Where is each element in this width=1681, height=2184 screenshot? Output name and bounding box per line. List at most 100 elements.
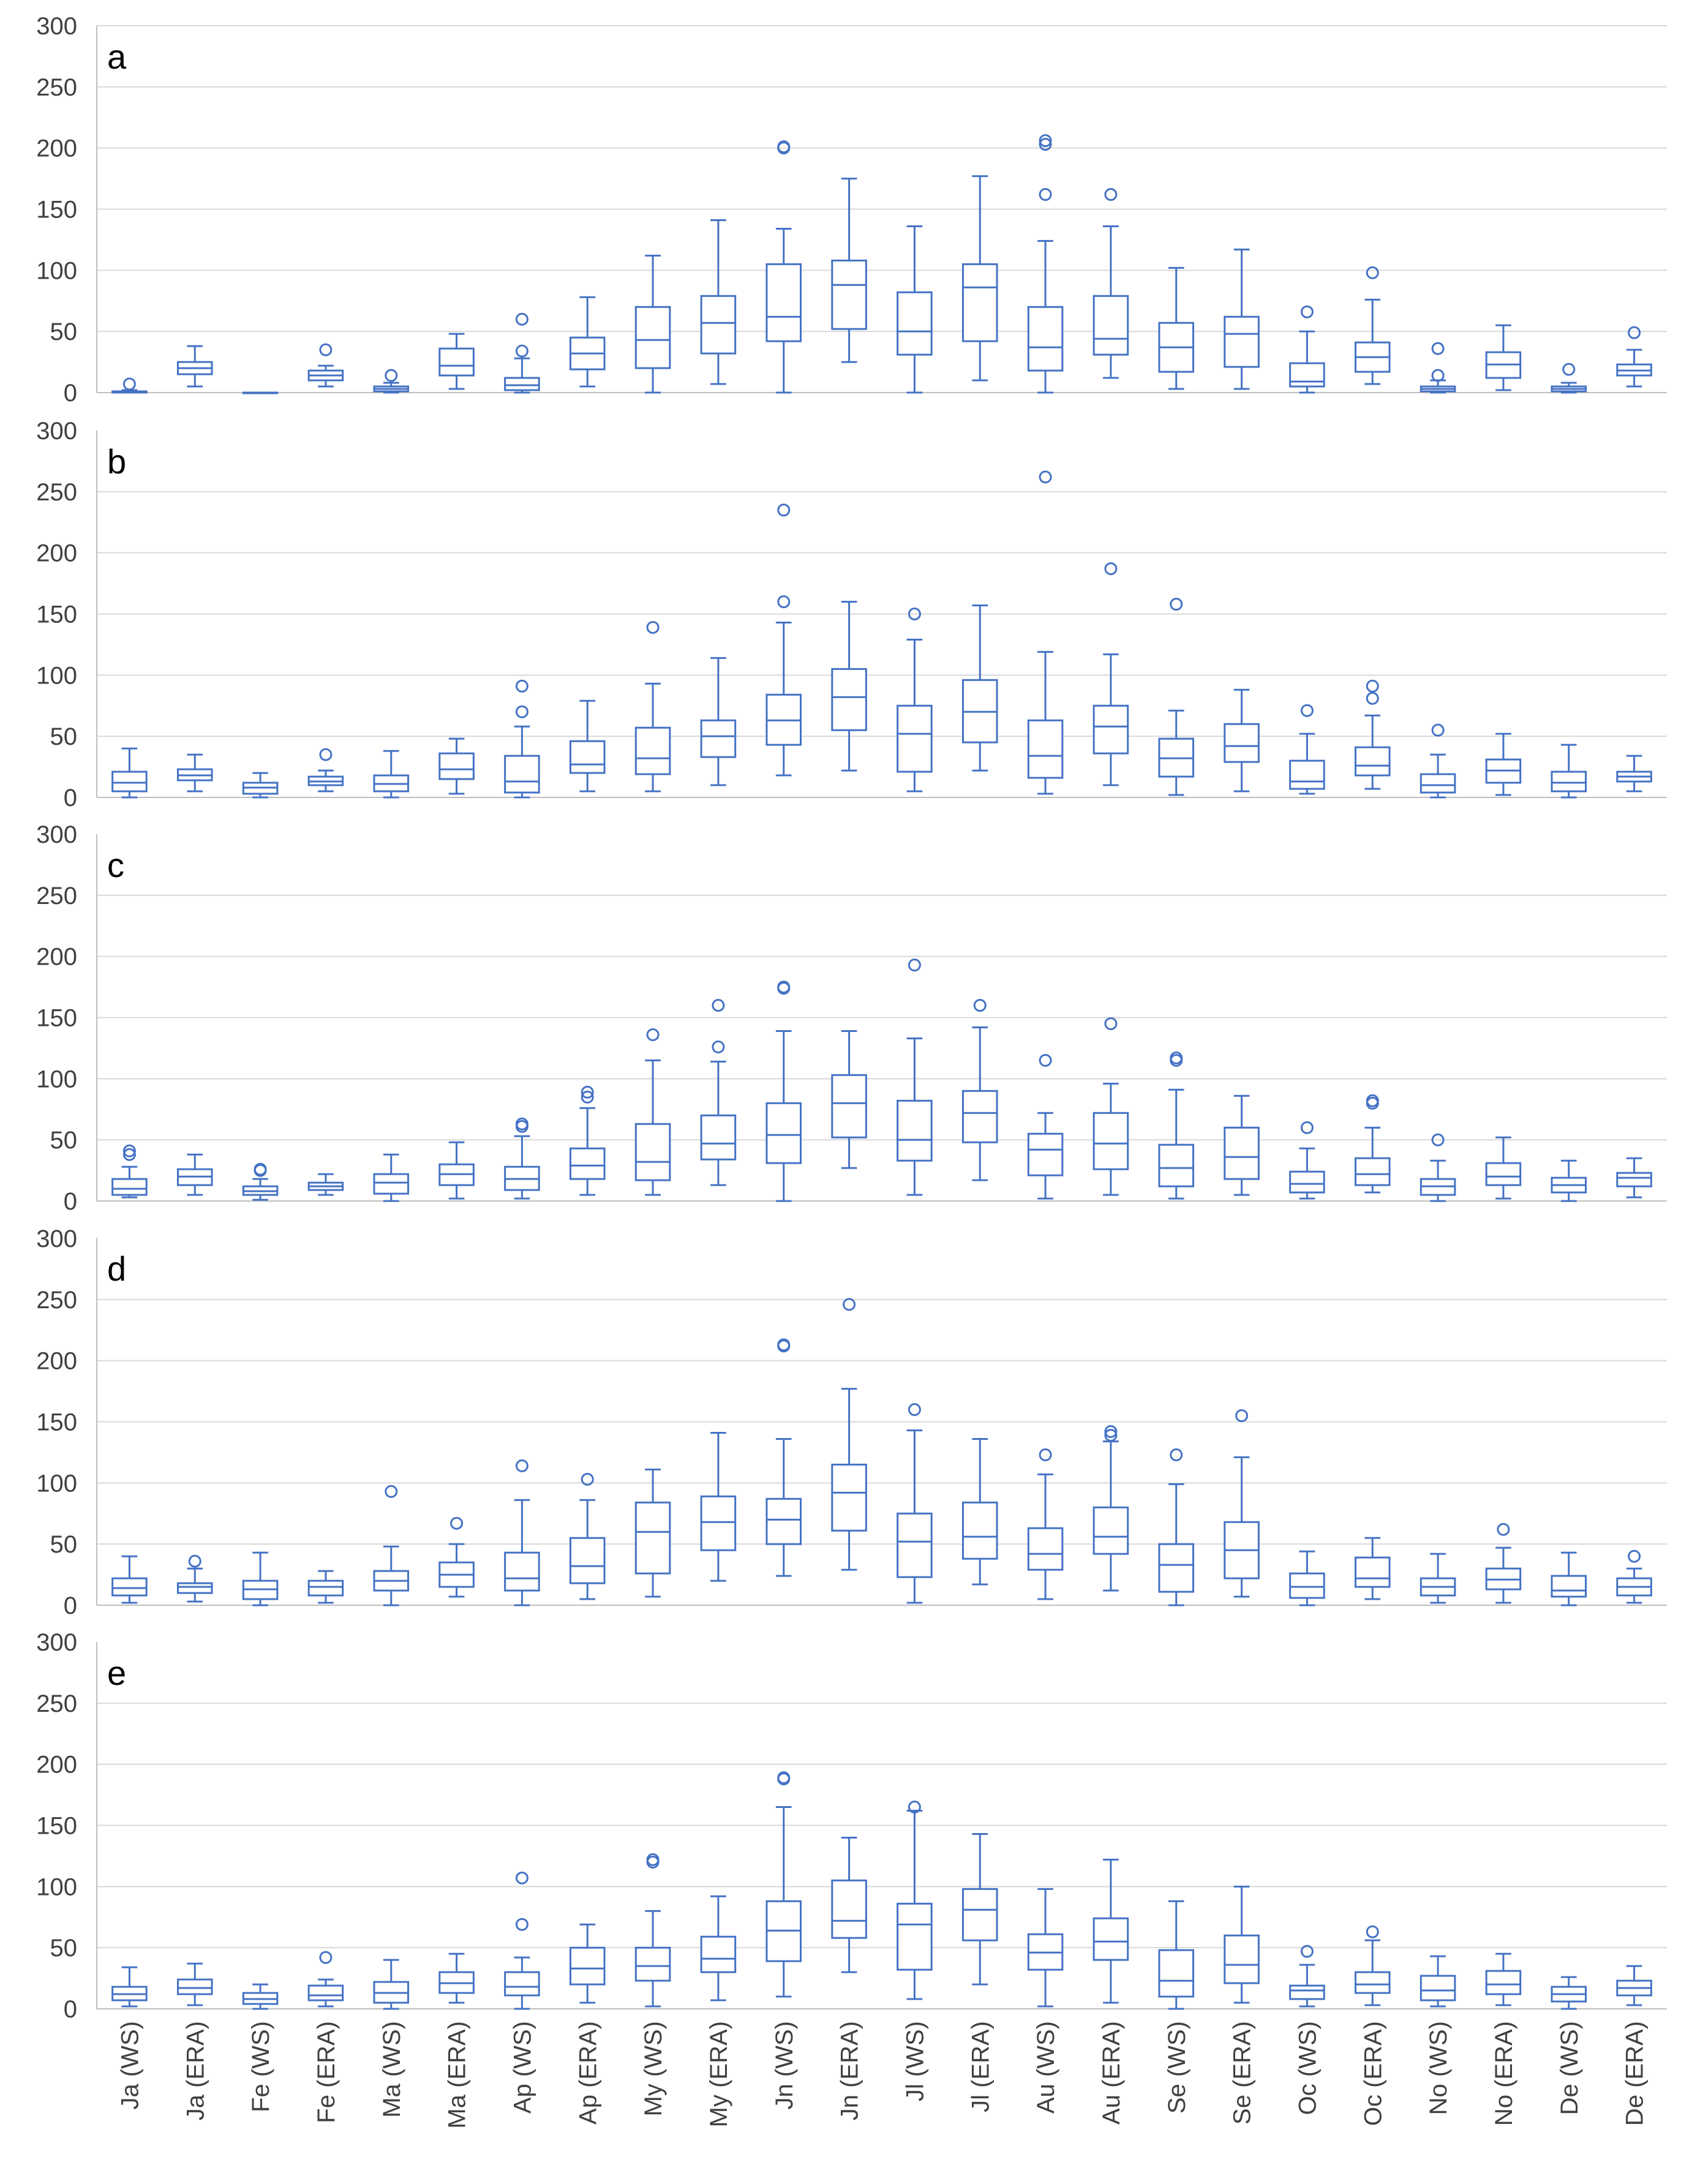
iqr-box (897, 1902, 933, 1971)
y-tick-label: 250 (36, 479, 77, 506)
box-Ma (WS) (373, 1153, 410, 1202)
y-tick-label: 100 (36, 1066, 77, 1093)
iqr-box (1289, 1984, 1325, 2000)
outlier-point (515, 1117, 528, 1131)
box-Fe (ERA) (307, 748, 344, 793)
box-Jl (ERA) (961, 1437, 998, 1586)
panel-a: 0 50 100 150 200 250 300 a (36, 13, 1667, 407)
box-Au (WS) (1027, 134, 1064, 394)
box-Fe (ERA) (307, 343, 344, 388)
outlier-point (1628, 326, 1641, 339)
outlier-point (1039, 134, 1052, 148)
iqr-box (1289, 759, 1325, 790)
box-Jn (ERA) (831, 1298, 867, 1571)
outlier-point (777, 981, 791, 994)
iqr-box (1027, 306, 1064, 372)
panel-e: 0 50 100 150 200 250 300 e (36, 1629, 1667, 2023)
box-Ap (ERA) (569, 699, 606, 793)
y-tick-label: 150 (36, 601, 77, 628)
box-De (WS) (1551, 363, 1587, 394)
y-tick-label: 200 (36, 1348, 77, 1375)
box-My (WS) (634, 254, 671, 394)
y-tick-label: 300 (36, 13, 77, 40)
box-Au (ERA) (1092, 1425, 1129, 1592)
box-Ap (WS) (504, 1871, 540, 2010)
y-tick-label: 200 (36, 135, 77, 162)
panel-label: a (107, 37, 127, 76)
box-Au (ERA) (1092, 1858, 1129, 2004)
box-My (ERA) (700, 657, 737, 786)
iqr-box (504, 1971, 540, 1997)
outlier-point (1628, 1550, 1641, 1563)
outlier-point (1366, 1925, 1379, 1938)
outlier-point (1104, 562, 1118, 576)
iqr-box (634, 1946, 671, 1982)
x-tick-label: De (ERA) (1622, 2021, 1649, 2126)
y-tick-label: 250 (36, 883, 77, 909)
panels-layer: 0 50 100 150 200 250 300 a 0 50 100 150 200 250 300 b 0 5… (36, 13, 1667, 2023)
panel-label: e (107, 1654, 126, 1692)
y-tick-label: 0 (64, 1592, 77, 1619)
box-My (WS) (634, 1853, 671, 2008)
iqr-box (765, 263, 802, 342)
outlier-point (254, 1162, 267, 1176)
outlier-point (777, 503, 791, 517)
box-Au (ERA) (1092, 562, 1129, 786)
box-Ap (WS) (504, 1459, 540, 1606)
box-Oc (WS) (1289, 1121, 1325, 1200)
box-Ma (WS) (373, 1485, 410, 1606)
iqr-box (961, 1501, 998, 1560)
iqr-box (700, 1495, 737, 1551)
x-tick-label: Ma (ERA) (444, 2021, 471, 2129)
box-Ma (ERA) (438, 1141, 475, 1200)
box-Au (WS) (1027, 1053, 1064, 1200)
outlier-point (515, 1459, 528, 1472)
iqr-box (1485, 1162, 1522, 1186)
box-Jl (WS) (897, 1403, 933, 1604)
outlier-point (1431, 369, 1445, 382)
box-De (WS) (1551, 744, 1587, 799)
iqr-box (373, 1173, 410, 1195)
outlier-point (1366, 679, 1379, 693)
outlier-point (843, 1298, 856, 1311)
outlier-point (1366, 691, 1379, 705)
box-No (ERA) (1485, 324, 1522, 391)
box-Ja (ERA) (176, 345, 213, 388)
x-tick-label: Ma (WS) (378, 2021, 405, 2118)
outlier-point (1431, 342, 1445, 355)
outlier-point (973, 999, 987, 1012)
box-Ja (WS) (111, 377, 148, 394)
iqr-box (634, 726, 671, 775)
box-Oc (WS) (1289, 305, 1325, 394)
box-De (ERA) (1616, 1157, 1652, 1199)
box-De (WS) (1551, 1976, 1587, 2010)
x-tick-label: Jl (ERA) (967, 2021, 994, 2112)
panel-label: c (107, 846, 124, 884)
box-Ap (ERA) (569, 1085, 606, 1196)
iqr-box (1027, 719, 1064, 779)
outlier-point (1235, 1409, 1249, 1423)
box-Jn (WS) (765, 981, 802, 1202)
iqr-box (307, 1984, 344, 2001)
box-Se (WS) (1158, 1448, 1195, 1606)
outlier-point (581, 1090, 594, 1104)
box-Oc (ERA) (1354, 266, 1391, 385)
box-Jn (WS) (765, 503, 802, 777)
box-Jn (ERA) (831, 601, 867, 772)
outlier-point (450, 1516, 464, 1530)
iqr-box (1092, 704, 1129, 755)
iqr-box (307, 1580, 344, 1597)
box-Au (WS) (1027, 470, 1064, 795)
box-My (ERA) (700, 1895, 737, 2001)
iqr-box (1158, 1543, 1195, 1593)
outlier-point (122, 1144, 136, 1158)
iqr-box (831, 668, 867, 731)
box-No (WS) (1420, 1133, 1456, 1202)
x-tick-label: Au (ERA) (1098, 2021, 1125, 2125)
box-Se (ERA) (1224, 1094, 1260, 1196)
iqr-box (1092, 295, 1129, 356)
y-tick-label: 200 (36, 540, 77, 567)
box-Ja (WS) (111, 1966, 148, 2008)
outlier-point (188, 1554, 201, 1568)
box-Ap (WS) (504, 679, 540, 799)
